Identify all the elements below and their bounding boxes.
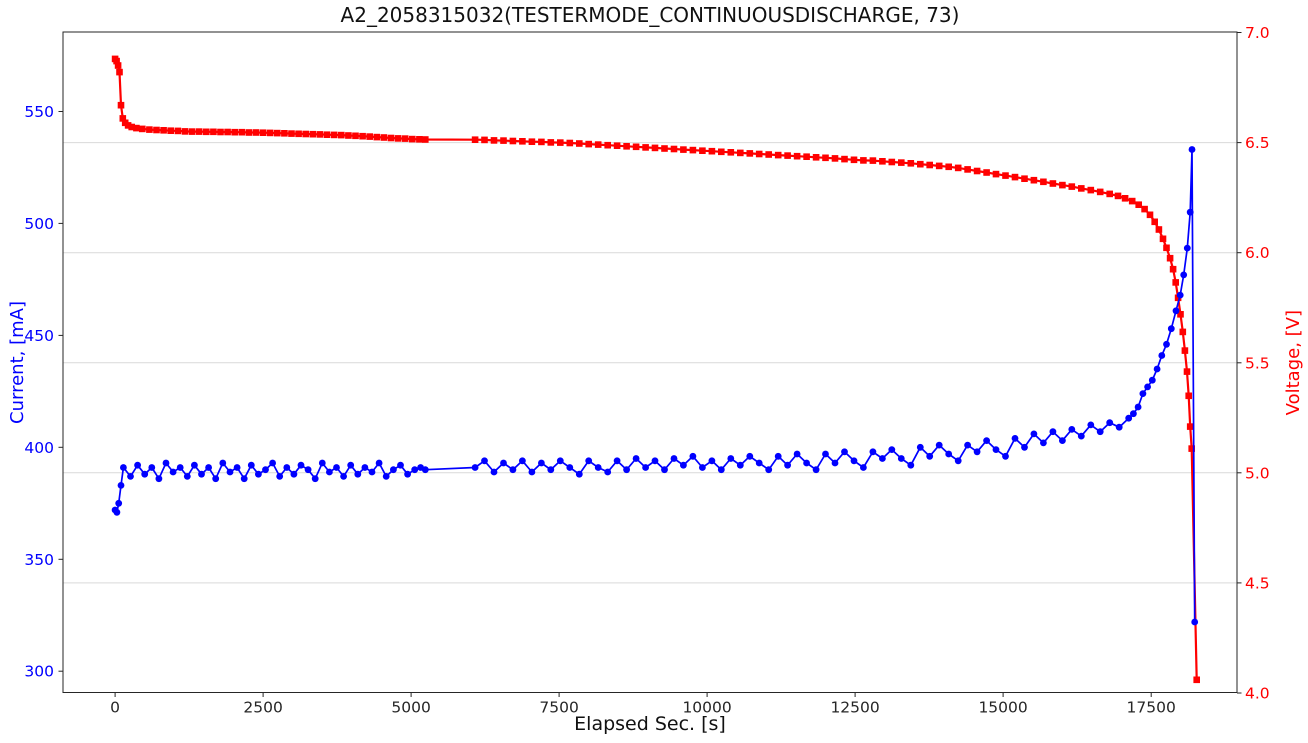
right-axis-ticks: 7.0 6.5 6.0 5.5 5.0 4.5 4.0 xyxy=(1237,24,1270,703)
voltage-series xyxy=(111,55,1200,684)
svg-text:6.5: 6.5 xyxy=(1245,134,1270,152)
current-series xyxy=(111,146,1199,626)
current-markers xyxy=(111,146,1199,626)
svg-text:5.0: 5.0 xyxy=(1245,464,1270,482)
current-line xyxy=(114,148,1196,623)
svg-text:17500: 17500 xyxy=(1127,699,1176,717)
voltage-markers xyxy=(111,55,1200,684)
svg-text:4.5: 4.5 xyxy=(1245,574,1270,592)
x-axis-ticks: 0 2500 5000 7500 10000 12500 15000 17500 xyxy=(110,692,1176,717)
x-axis-label: Elapsed Sec. [s] xyxy=(574,713,726,735)
svg-text:6.0: 6.0 xyxy=(1245,244,1270,262)
svg-text:0: 0 xyxy=(110,699,120,717)
svg-text:4.0: 4.0 xyxy=(1245,685,1270,703)
svg-text:500: 500 xyxy=(24,215,54,233)
svg-text:350: 350 xyxy=(24,551,54,569)
svg-text:5.5: 5.5 xyxy=(1245,354,1270,372)
left-axis-ticks: 550 500 450 400 350 300 xyxy=(24,103,63,681)
svg-text:15000: 15000 xyxy=(978,699,1027,717)
svg-text:300: 300 xyxy=(24,663,54,681)
svg-text:450: 450 xyxy=(24,327,54,345)
svg-text:5000: 5000 xyxy=(391,699,430,717)
svg-text:7500: 7500 xyxy=(539,699,578,717)
gridlines xyxy=(63,142,1237,584)
chart-title: A2_2058315032(TESTERMODE_CONTINUOUSDISCH… xyxy=(340,3,960,27)
svg-text:550: 550 xyxy=(24,103,54,121)
svg-text:2500: 2500 xyxy=(243,699,282,717)
svg-text:10000: 10000 xyxy=(682,699,731,717)
svg-text:12500: 12500 xyxy=(830,699,879,717)
svg-text:400: 400 xyxy=(24,439,54,457)
voltage-line xyxy=(114,58,1198,680)
svg-text:7.0: 7.0 xyxy=(1245,24,1270,42)
plot-border xyxy=(62,31,1238,693)
